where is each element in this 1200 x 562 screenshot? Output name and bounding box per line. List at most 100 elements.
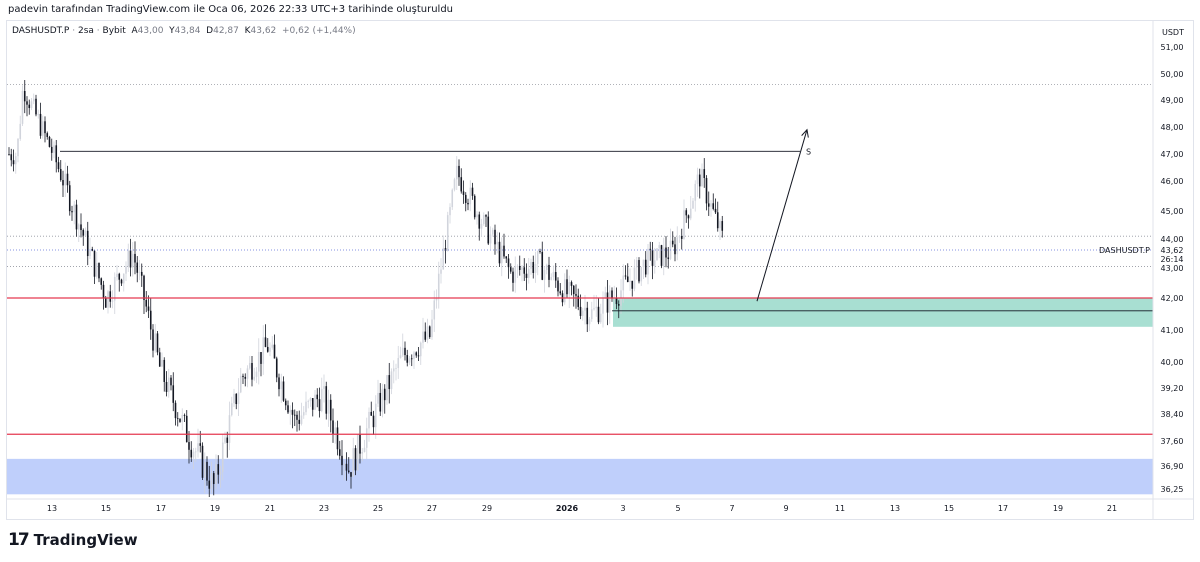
legend-interval[interactable]: 2sa: [77, 26, 94, 36]
candle: [140, 263, 143, 287]
candle-body: [491, 229, 494, 235]
candle-body: [53, 145, 55, 153]
candle: [419, 341, 422, 365]
candle-body: [41, 121, 44, 136]
candle-body: [23, 91, 26, 102]
candle-body: [260, 352, 262, 364]
candle: [548, 256, 550, 288]
candle: [476, 211, 478, 225]
candle-body: [523, 267, 526, 274]
candle-body: [534, 264, 537, 273]
candle: [669, 228, 672, 261]
candle-body: [109, 291, 112, 302]
candle-body: [217, 464, 220, 475]
candle-body: [28, 104, 31, 109]
candle: [77, 223, 80, 242]
candle: [626, 263, 629, 283]
price-tick-label: 36,25: [1161, 485, 1184, 494]
tradingview-logo[interactable]: 17 TradingView: [8, 530, 138, 550]
candle-body: [458, 165, 460, 178]
candle-body: [138, 271, 141, 273]
candle: [622, 264, 625, 303]
candle-body: [521, 267, 523, 270]
candle: [617, 300, 620, 319]
candle: [226, 431, 229, 458]
candle: [588, 316, 591, 332]
candle-body: [136, 262, 139, 273]
candle-body: [291, 409, 294, 415]
candle-body: [179, 418, 181, 422]
candle-body: [17, 138, 19, 157]
candle: [482, 212, 485, 226]
candle-body: [408, 358, 411, 363]
candle: [120, 278, 123, 286]
candle-body: [309, 398, 312, 402]
candle-body: [359, 434, 361, 454]
candle: [356, 434, 359, 471]
candle-body: [163, 359, 166, 382]
candle-body: [248, 363, 251, 369]
candle: [435, 289, 438, 309]
candle-body: [685, 210, 688, 216]
candle: [345, 452, 348, 481]
candle: [500, 237, 503, 277]
candle-body: [129, 250, 132, 268]
candle-body: [48, 136, 51, 147]
candle: [201, 442, 204, 480]
candle: [701, 163, 703, 187]
candle-body: [451, 189, 454, 208]
candle-body: [401, 347, 404, 356]
candle-body: [84, 230, 87, 236]
candle-body: [541, 251, 544, 280]
last-price-value: 43,62: [1161, 246, 1184, 255]
candle-body: [446, 215, 449, 251]
candle-body: [134, 253, 136, 263]
candle-body: [282, 381, 285, 401]
candle-body: [116, 273, 118, 277]
candle-body: [514, 266, 517, 283]
candle-body: [183, 415, 186, 416]
candle: [437, 261, 440, 309]
candle: [46, 131, 49, 140]
candle: [118, 272, 121, 292]
candle: [611, 287, 613, 302]
candle-body: [343, 463, 346, 466]
candle-body: [554, 272, 557, 281]
candle: [503, 233, 505, 259]
candle-body: [21, 91, 24, 124]
candle-body: [575, 294, 577, 296]
candle: [62, 170, 64, 197]
candle-body: [165, 381, 168, 392]
candle: [552, 265, 555, 281]
candle-body: [293, 414, 296, 416]
candle-body: [170, 377, 172, 386]
candle: [469, 180, 472, 212]
candle-body: [118, 273, 121, 280]
candle: [566, 269, 568, 298]
candle-body: [413, 352, 415, 359]
candle: [147, 295, 150, 318]
candle-body: [12, 160, 15, 165]
candle: [640, 266, 643, 286]
candle-body: [104, 298, 107, 308]
legend-symbol[interactable]: DASHUSDT.P: [12, 26, 70, 36]
candles: [8, 80, 724, 497]
candle-body: [453, 179, 456, 190]
candle: [17, 137, 19, 163]
candle-body: [638, 260, 640, 282]
candle-body: [323, 386, 325, 389]
candle-body: [469, 187, 472, 205]
candle: [433, 290, 436, 332]
candle: [608, 285, 611, 324]
candle-body: [125, 266, 127, 274]
candle-body: [206, 461, 208, 481]
candle-body: [656, 248, 658, 261]
candle-body: [224, 437, 226, 443]
candle: [271, 336, 274, 350]
candle: [289, 405, 292, 425]
candle: [460, 168, 463, 194]
candle: [422, 317, 424, 349]
candle: [514, 256, 517, 293]
candle-body: [388, 375, 391, 390]
